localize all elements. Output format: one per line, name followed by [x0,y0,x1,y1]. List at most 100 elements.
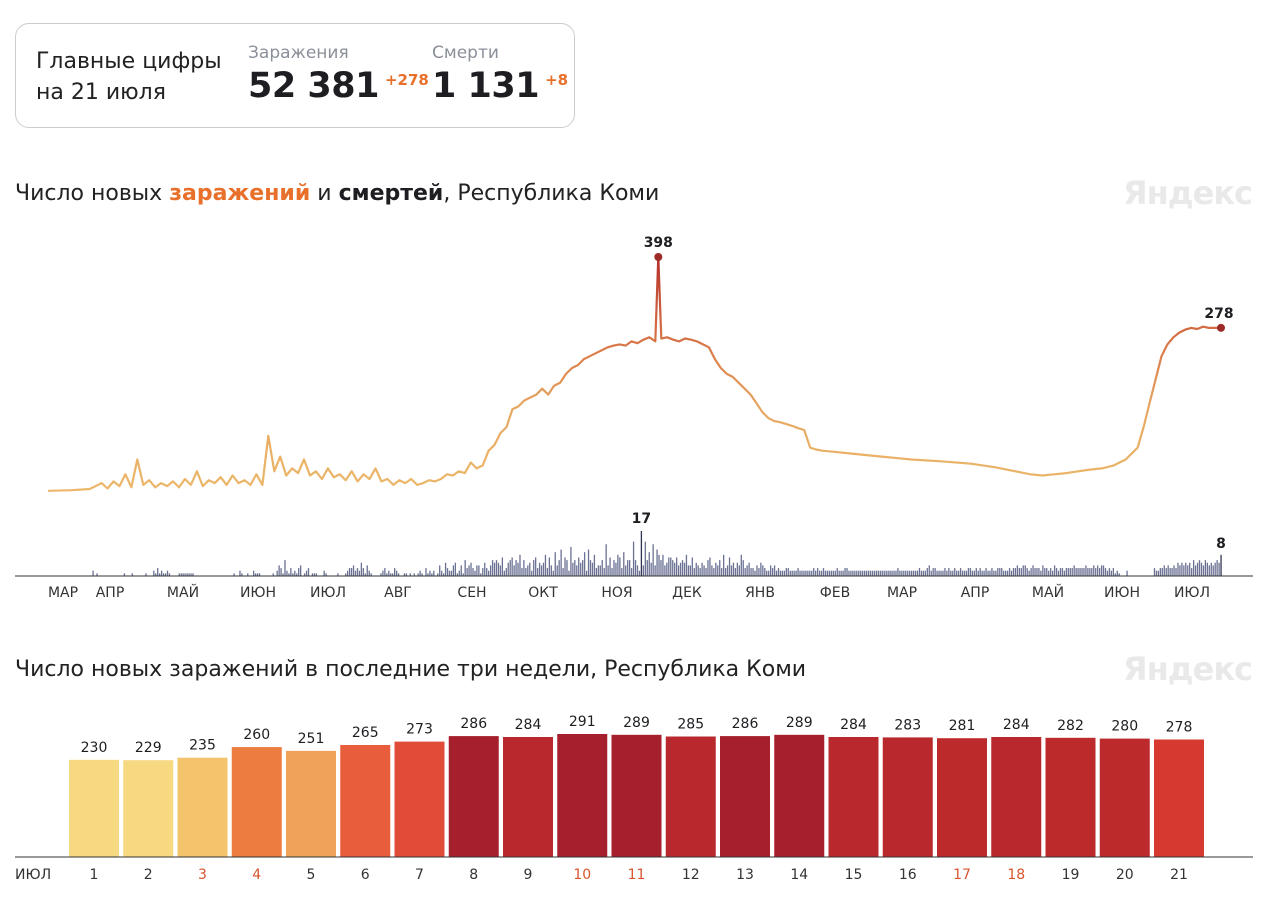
death-bar [1192,560,1195,576]
death-bar [513,565,515,576]
death-bar [629,560,631,576]
death-bar [307,568,310,576]
death-bar [572,562,574,576]
death-bar [272,573,274,576]
death-bar [419,570,421,576]
death-bar [409,573,411,576]
death-bar [693,568,695,576]
month-tick-label: АПР [96,585,125,601]
day-tick-label: 11 [628,867,646,883]
death-bar [697,565,699,576]
day-tick-label: 7 [415,867,424,883]
death-bar [989,570,991,576]
death-bar [495,560,498,576]
death-bar [1085,565,1087,576]
death-bar [957,570,960,576]
death-bar [865,570,868,576]
death-bar [180,573,182,576]
death-bar [732,562,735,576]
death-bar [967,568,970,576]
day-bar-value: 265 [352,725,379,741]
death-bar [862,570,864,576]
day-tick-label: 9 [524,867,533,883]
death-bar [1104,568,1107,576]
death-bar [515,560,517,576]
death-bar [1010,570,1013,576]
deaths-value: 1 131 [432,66,540,106]
death-bar [787,568,789,576]
death-bar [1114,573,1116,576]
death-bar [595,568,598,576]
death-bar [652,544,654,576]
death-bar [766,570,768,576]
yandex-watermark-2: Яндекс [1123,650,1253,688]
death-bar [723,554,725,576]
death-bar [278,565,280,576]
death-bar [636,565,639,576]
death-bar [842,570,844,576]
death-bar [390,573,392,576]
death-bar [846,568,848,576]
death-bar [380,573,382,576]
death-bar [580,562,582,576]
death-bar [1118,573,1120,576]
death-bar [897,568,899,576]
death-bar [489,565,492,576]
day-bar [882,737,933,857]
day-tick-label: 1 [90,867,99,883]
death-bar [771,568,774,576]
month-ticks: МАР АПР МАЙ ИЮН ИЮЛ АВГ СЕН ОКТ НОЯ ДЕК ЯНВ ФЕВ МАР А… [48,583,1210,601]
death-bar [926,568,928,576]
death-bar [1194,565,1197,576]
death-bar [280,568,282,576]
death-bar [470,562,472,576]
death-bar [315,573,317,576]
death-bar [503,570,505,576]
death-bar [1071,568,1073,576]
death-bar [785,568,787,576]
death-bar [1216,560,1218,576]
death-bar [1055,568,1058,576]
death-bar [1036,568,1038,576]
death-bar [879,570,881,576]
death-bar [511,557,513,576]
day-bar-value: 251 [298,731,325,747]
death-bar [1044,568,1046,576]
death-bar [358,570,361,576]
death-bar [705,568,707,576]
month-tick-label: ИЮН [1104,585,1140,601]
death-bar [188,573,190,576]
death-bar [768,570,770,576]
death-bar [1098,568,1101,576]
death-bar [646,560,648,576]
death-bar [392,573,394,576]
death-bar [1083,568,1085,576]
death-bar [294,570,296,576]
death-bar [977,570,979,576]
death-bar [1073,565,1075,576]
death-bar [779,570,782,576]
death-bar [1183,565,1185,576]
day-bar-value: 291 [569,714,596,730]
death-bar [642,565,645,576]
death-bar [480,573,482,576]
death-bar [303,573,306,576]
death-bar [444,562,447,576]
death-bar [828,570,831,576]
death-bar [587,549,590,576]
death-bar [362,568,364,576]
day-bar-value: 285 [677,717,704,733]
death-bar [791,570,793,576]
death-bar [815,570,817,576]
death-bar [589,560,592,576]
death-bar [783,570,786,576]
death-bar [476,565,478,576]
death-bar [413,573,415,576]
death-bar [345,573,347,576]
death-bar [1157,570,1160,576]
death-bar [157,568,159,576]
day-bar [448,736,499,857]
day-tick-label: 6 [361,867,370,883]
death-bar [1159,568,1161,576]
day-bar-value: 260 [243,727,270,743]
